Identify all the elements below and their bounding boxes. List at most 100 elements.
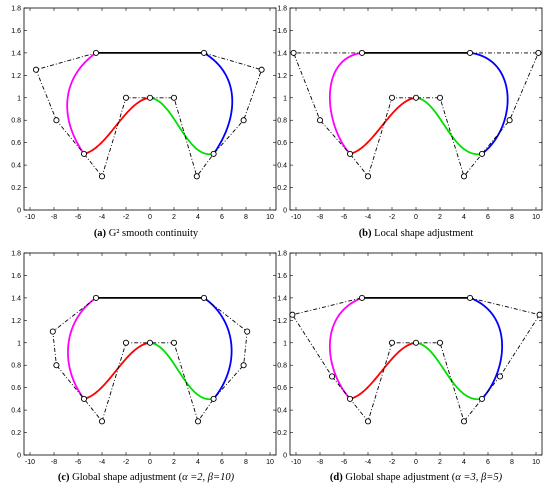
control-polygon <box>292 52 540 178</box>
control-point <box>478 395 486 402</box>
control-point <box>358 294 366 301</box>
y-tick-label: 0.6 <box>277 385 287 392</box>
panel-d: -10 -8 -6 -4 -2 0 2 4 6 8 10 0 0.2 0.4 0.6 0.8 1 1.2 1.4 1.… <box>277 251 543 466</box>
x-tick-label: -6 <box>341 214 347 221</box>
y-tick-label: 0.2 <box>277 185 287 192</box>
y-tick-label: 1.8 <box>11 6 21 13</box>
y-tick-label: 1 <box>283 95 287 102</box>
caption-d-label: (d) <box>329 472 343 483</box>
y-tick-label: 0.2 <box>11 185 21 192</box>
y-tick-label: 0.6 <box>277 140 287 147</box>
axes-frame-c <box>23 252 277 456</box>
control-point <box>466 49 474 56</box>
x-tick-label: -2 <box>389 214 395 221</box>
control-point <box>92 294 100 301</box>
control-point <box>412 339 420 346</box>
caption-a: (a) G² smooth continuity <box>14 228 278 239</box>
x-tick-label: 8 <box>244 459 248 466</box>
control-point <box>346 150 354 157</box>
x-tick-label: 6 <box>220 214 224 221</box>
x-tick-label: 10 <box>266 214 274 221</box>
control-point <box>436 94 444 101</box>
control-point <box>194 418 202 425</box>
control-point <box>460 418 468 425</box>
curve-seg1 <box>66 52 97 155</box>
panel-a: -10 -8 -6 -4 -2 0 2 4 6 8 10 0 0.2 0.4 0.6 0.8 1 1.2 1.4 1.… <box>11 6 277 221</box>
x-tick-label: 0 <box>414 214 418 221</box>
control-point <box>290 49 297 56</box>
y-tick-label: 1.6 <box>277 273 287 280</box>
y-tick-label: 0.8 <box>11 363 21 370</box>
caption-a-text: G² smooth continuity <box>108 228 199 239</box>
y-tick-label: 1.8 <box>277 251 287 258</box>
y-tick-label: 1.8 <box>277 6 287 13</box>
x-tick-label: -6 <box>75 214 81 221</box>
curve-seg2 <box>83 341 151 400</box>
control-point <box>460 173 468 180</box>
y-tick-label: 0 <box>283 208 287 215</box>
curve-seg2 <box>349 96 417 155</box>
x-tick-label: -8 <box>317 214 323 221</box>
x-tick-label: 2 <box>172 214 176 221</box>
control-point <box>210 150 217 157</box>
y-tick-label: 1.2 <box>11 73 21 80</box>
y-tick-label: 1.6 <box>277 28 287 35</box>
curve-seg4 <box>469 52 509 155</box>
control-point <box>210 395 217 402</box>
control-point <box>244 328 251 335</box>
control-point <box>193 173 200 180</box>
x-tick-label: -10 <box>25 214 35 221</box>
control-point <box>240 362 247 369</box>
x-tick-label: 0 <box>148 214 152 221</box>
curve-seg1 <box>67 297 97 400</box>
control-point <box>388 339 396 346</box>
x-tick-label: -10 <box>25 459 35 466</box>
control-point <box>146 339 154 346</box>
y-tick-label: 0.6 <box>11 140 21 147</box>
x-tick-label: -4 <box>365 459 371 466</box>
control-point <box>170 339 178 346</box>
x-tick-label: -4 <box>99 459 105 466</box>
x-tick-label: 8 <box>510 214 514 221</box>
y-tick-label: 1 <box>17 95 21 102</box>
x-tick-label: -2 <box>123 214 129 221</box>
y-tick-label: 0 <box>17 453 21 460</box>
control-point <box>80 150 88 157</box>
y-tick-label: 1.4 <box>11 50 21 57</box>
x-tick-label: -4 <box>99 214 105 221</box>
x-tick-label: 2 <box>438 214 442 221</box>
control-point <box>53 362 60 369</box>
y-tick-label: 1.4 <box>277 295 287 302</box>
y-tick-label: 1.6 <box>11 273 21 280</box>
x-tick-label: -8 <box>51 459 57 466</box>
x-tick-label: 4 <box>462 214 466 221</box>
control-point <box>49 328 56 335</box>
control-point <box>32 66 40 73</box>
control-point <box>200 49 208 56</box>
y-tick-label: 1.2 <box>277 73 287 80</box>
y-tick-label: 0.8 <box>277 363 287 370</box>
control-point <box>98 173 106 180</box>
caption-b-label: (b) <box>358 228 372 239</box>
curve-seg1 <box>328 297 363 400</box>
x-tick-label: -8 <box>51 214 57 221</box>
caption-c-text-pre: Global shape adjustment ( <box>72 472 183 483</box>
y-tick-label: 0.6 <box>11 385 21 392</box>
control-polygon <box>291 297 541 423</box>
curve-seg1 <box>328 52 363 155</box>
control-polygon <box>35 52 263 178</box>
control-point <box>478 150 486 157</box>
y-tick-label: 0.2 <box>277 430 287 437</box>
control-point <box>98 418 106 425</box>
panel-b: -10 -8 -6 -4 -2 0 2 4 6 8 10 0 0.2 0.4 0.6 0.8 1 1.2 1.4 1.… <box>277 6 543 221</box>
x-tick-label: -2 <box>389 459 395 466</box>
x-tick-label: 6 <box>486 214 490 221</box>
control-point <box>53 117 60 124</box>
caption-d-text-pre: Global shape adjustment ( <box>345 472 456 483</box>
y-tick-label: 1.4 <box>277 50 287 57</box>
caption-c-text-params: α =2, β=10) <box>182 472 235 483</box>
x-tick-label: 2 <box>438 459 442 466</box>
y-tick-label: 1.8 <box>11 251 21 258</box>
